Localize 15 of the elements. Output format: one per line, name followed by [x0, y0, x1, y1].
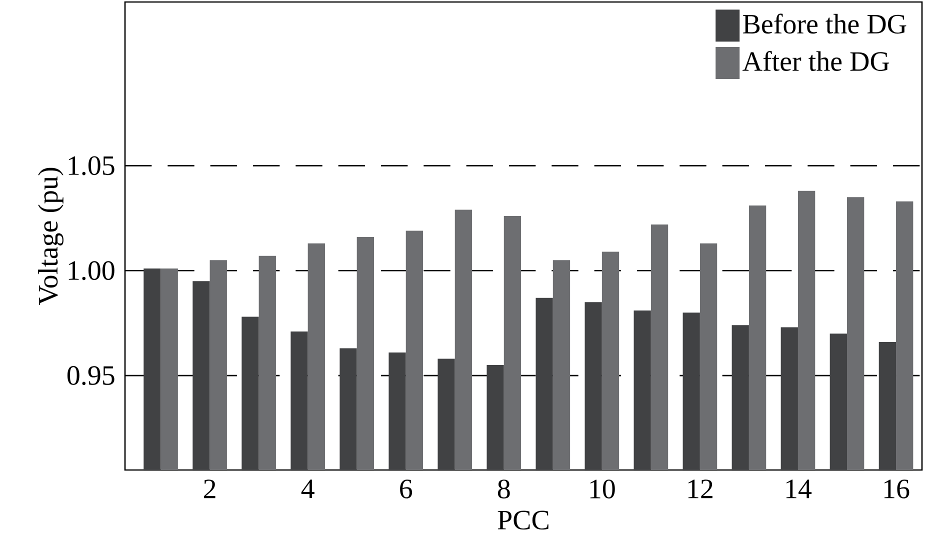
legend-label: After the DG: [742, 50, 890, 71]
x-tick-label: 2: [204, 480, 216, 498]
legend-label: Before the DG: [743, 14, 906, 34]
x-tick-label: 6: [400, 480, 412, 498]
y-tick-label: 1.05: [68, 156, 114, 176]
y-tick-label: 0.95: [67, 366, 114, 386]
x-axis-title: PCC: [498, 510, 548, 530]
x-tick-label: 14: [786, 480, 812, 498]
y-axis-title: Voltage (pu): [38, 168, 64, 306]
x-tick-label: 12: [688, 480, 712, 498]
x-tick-label: 4: [301, 480, 314, 498]
x-tick-label: 10: [590, 480, 615, 498]
x-tick-label: 8: [498, 480, 510, 498]
x-tick-label: 16: [884, 480, 910, 498]
y-tick-label: 1.00: [68, 261, 114, 280]
